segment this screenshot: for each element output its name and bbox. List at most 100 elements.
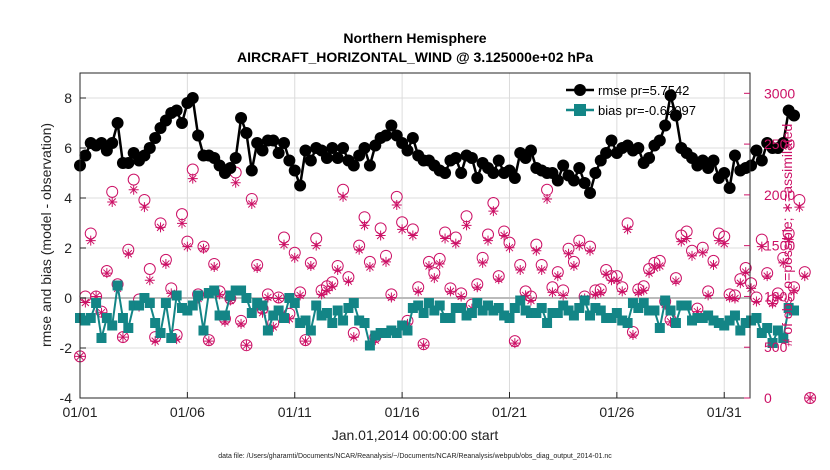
- bias-point: [311, 300, 322, 311]
- assimilated-obs-marker: [456, 291, 467, 302]
- assimilated-obs-marker: [198, 243, 209, 254]
- assimilated-obs-marker: [445, 286, 456, 297]
- assimilated-obs-marker: [574, 240, 585, 251]
- bias-point: [134, 300, 145, 311]
- assimilated-obs-marker: [649, 263, 660, 273]
- assimilated-obs-marker: [595, 287, 606, 298]
- bias-point: [660, 295, 671, 306]
- bias-point: [370, 330, 381, 341]
- rmse-point: [229, 152, 242, 164]
- bias-point: [724, 315, 735, 326]
- assimilated-obs-marker: [391, 200, 402, 211]
- bias-point: [585, 310, 596, 321]
- bias-point: [595, 305, 606, 316]
- rmse-point: [788, 109, 801, 122]
- bias-point: [144, 298, 155, 308]
- rmse-point: [304, 154, 317, 167]
- bias-point: [187, 300, 198, 311]
- assimilated-obs-marker: [85, 235, 96, 246]
- assimilated-obs-marker: [611, 275, 622, 286]
- rmse-point: [584, 187, 597, 199]
- assimilated-obs-marker: [177, 218, 188, 229]
- rmse-point: [745, 159, 758, 172]
- bias-point: [289, 298, 300, 308]
- bias-point: [574, 303, 585, 313]
- bias-point: [112, 280, 123, 291]
- bias-point: [654, 323, 665, 333]
- legend-bias-label: bias pr=-0.62097: [598, 103, 696, 118]
- bias-point: [606, 313, 617, 323]
- bias-point: [338, 315, 349, 326]
- assimilated-obs-marker: [268, 321, 279, 332]
- bias-point: [316, 310, 327, 321]
- assimilated-obs-marker: [638, 285, 649, 296]
- bias-point: [767, 338, 778, 348]
- assimilated-obs-marker: [359, 220, 370, 231]
- assimilated-obs-marker: [316, 289, 327, 300]
- assimilated-obs-marker: [241, 340, 252, 351]
- bias-point: [601, 313, 612, 323]
- bias-point: [708, 315, 719, 326]
- x-tick-label: 01/26: [599, 404, 634, 420]
- bias-point: [499, 310, 510, 321]
- rmse-point: [643, 152, 656, 164]
- bias-point: [756, 328, 767, 338]
- bias-point: [375, 328, 386, 338]
- x-tick-label: 01/01: [62, 404, 97, 420]
- rmse-point: [283, 154, 296, 167]
- bias-point: [295, 318, 306, 328]
- bias-point: [128, 300, 139, 311]
- y2-tick-label: 2000: [764, 187, 795, 203]
- rmse-point: [331, 152, 344, 164]
- assimilated-obs-marker: [794, 202, 805, 213]
- assimilated-obs-marker: [654, 260, 665, 271]
- rmse-point: [320, 152, 333, 164]
- bias-point: [423, 298, 434, 308]
- assimilated-obs-marker: [504, 242, 515, 253]
- assimilated-obs-marker: [305, 260, 316, 271]
- assimilated-obs-marker: [692, 306, 703, 317]
- assimilated-obs-marker: [300, 336, 311, 347]
- bias-point: [193, 290, 204, 301]
- assimilated-obs-marker: [182, 241, 193, 252]
- rmse-point: [455, 167, 468, 179]
- bias-point: [203, 288, 214, 298]
- assimilated-obs-marker: [665, 316, 676, 327]
- bias-point: [160, 298, 171, 308]
- bias-series-layer: [75, 280, 800, 351]
- rmse-point: [245, 164, 258, 177]
- assimilated-obs-marker: [670, 276, 681, 287]
- y2-tick-label: 1500: [764, 238, 795, 254]
- rmse-point: [288, 164, 301, 177]
- possible-obs-marker: [804, 392, 817, 404]
- y-axis-ticks: -4 -2 0 2 4 6 8: [60, 90, 86, 406]
- rmse-point: [524, 144, 537, 157]
- rmse-point: [122, 157, 135, 169]
- bias-point: [252, 298, 263, 308]
- assimilated-obs-marker: [160, 258, 171, 269]
- rmse-point: [385, 119, 398, 132]
- bias-point: [740, 318, 751, 328]
- assimilated-obs-marker: [493, 274, 504, 285]
- assimilated-obs-marker: [483, 235, 494, 246]
- bias-point: [746, 315, 757, 326]
- assimilated-obs-marker: [375, 230, 386, 241]
- assimilated-obs-marker: [252, 263, 263, 273]
- rmse-point: [551, 174, 564, 187]
- assimilated-obs-marker: [762, 271, 773, 282]
- bias-point: [525, 308, 536, 318]
- assimilated-obs-marker: [531, 245, 542, 256]
- bias-point: [703, 310, 714, 321]
- bias-point: [150, 318, 161, 328]
- assimilated-obs-marker: [327, 281, 338, 292]
- assimilated-obs-marker: [622, 224, 633, 235]
- bias-point: [262, 325, 273, 336]
- y2-tick-label: 2500: [764, 136, 795, 152]
- bias-point: [139, 293, 150, 303]
- bias-point: [670, 318, 681, 328]
- assimilated-obs-marker: [139, 202, 150, 213]
- assimilated-obs-marker: [144, 275, 155, 286]
- y-tick-label: 8: [64, 90, 72, 106]
- bias-point: [273, 305, 284, 316]
- bias-point: [477, 305, 488, 316]
